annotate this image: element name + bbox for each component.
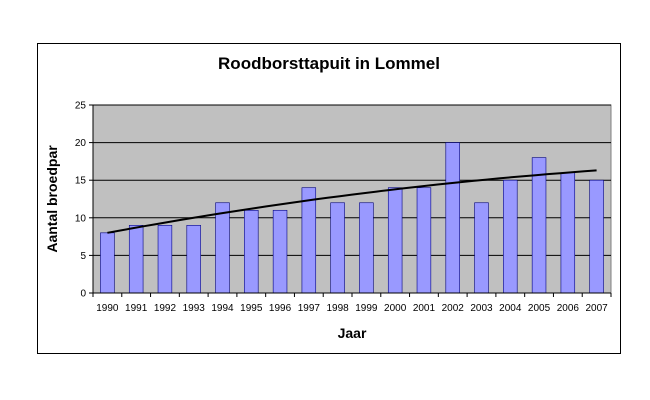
bar bbox=[244, 209, 259, 294]
x-tick-labels: 1990 1991 1992 1993 1994 1995 1996 1997 1998 1999… bbox=[92, 293, 612, 314]
bar bbox=[531, 157, 547, 294]
bar bbox=[301, 187, 317, 294]
x-tick-label: 2007 bbox=[585, 303, 608, 314]
y-tick-label: 5 bbox=[80, 251, 86, 262]
x-tick-label: 2004 bbox=[499, 303, 522, 314]
x-tick-label: 1992 bbox=[154, 303, 177, 314]
x-tick-label: 2005 bbox=[528, 303, 551, 314]
x-tick-label: 1999 bbox=[355, 303, 378, 314]
x-tick-label: 2001 bbox=[413, 303, 436, 314]
bar bbox=[503, 179, 518, 294]
gridlines bbox=[93, 104, 611, 256]
bar bbox=[100, 232, 115, 294]
bar bbox=[589, 179, 604, 294]
trendline bbox=[107, 169, 597, 234]
y-tick-label: 15 bbox=[75, 176, 87, 187]
bar bbox=[157, 225, 173, 294]
x-axis-label: Jaar bbox=[338, 325, 367, 341]
bar bbox=[416, 187, 432, 294]
x-tick-label: 1997 bbox=[298, 303, 321, 314]
x-tick-label: 2002 bbox=[442, 303, 465, 314]
bar bbox=[445, 142, 460, 294]
x-tick-label: 1996 bbox=[269, 303, 292, 314]
y-tick-label: 10 bbox=[75, 213, 87, 224]
bar bbox=[128, 225, 144, 294]
x-tick-label: 1993 bbox=[183, 303, 206, 314]
chart-title: Roodborsttapuit in Lommel bbox=[218, 54, 440, 73]
bar bbox=[215, 202, 230, 294]
y-tick-label: 0 bbox=[80, 289, 86, 300]
y-tick-label: 25 bbox=[75, 101, 87, 112]
plot-area bbox=[92, 104, 612, 294]
x-tick-label: 1998 bbox=[326, 303, 349, 314]
x-tick-label: 1995 bbox=[240, 303, 263, 314]
bars bbox=[100, 142, 604, 294]
x-tick-label: 1990 bbox=[96, 303, 119, 314]
bar bbox=[474, 202, 489, 294]
y-tick-label: 20 bbox=[75, 138, 87, 149]
bar bbox=[330, 202, 345, 294]
x-tick-label: 1991 bbox=[125, 303, 148, 314]
x-tick-label: 1994 bbox=[211, 303, 234, 314]
bar bbox=[186, 225, 201, 294]
x-tick-label: 2006 bbox=[557, 303, 580, 314]
bar bbox=[272, 209, 288, 294]
bar bbox=[359, 202, 374, 294]
x-tick-label: 2003 bbox=[470, 303, 493, 314]
bar bbox=[387, 187, 403, 294]
y-tick-labels: 0 5 10 15 20 25 bbox=[75, 101, 93, 300]
y-axis-label: Aantal broedpar bbox=[44, 145, 60, 253]
x-tick-label: 2000 bbox=[384, 303, 407, 314]
bar bbox=[560, 172, 576, 294]
